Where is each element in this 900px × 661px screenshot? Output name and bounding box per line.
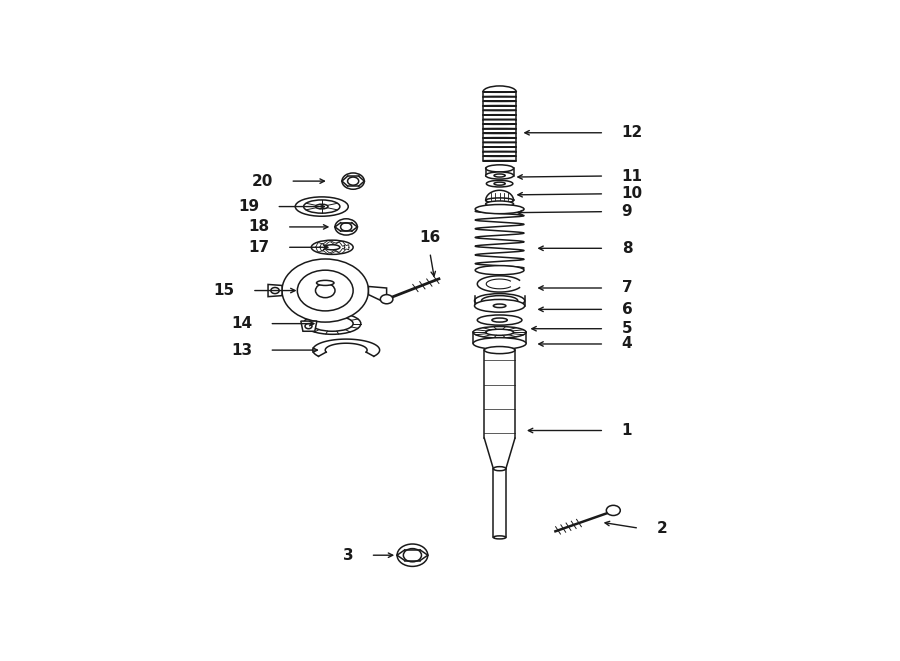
Circle shape — [305, 324, 312, 329]
Circle shape — [297, 270, 353, 311]
Ellipse shape — [493, 304, 506, 307]
Text: 12: 12 — [622, 126, 643, 140]
Text: 7: 7 — [622, 280, 633, 295]
Polygon shape — [268, 284, 282, 297]
Ellipse shape — [492, 318, 508, 322]
Ellipse shape — [477, 315, 522, 325]
Ellipse shape — [295, 197, 348, 216]
Text: 20: 20 — [252, 174, 273, 188]
Text: 18: 18 — [248, 219, 269, 235]
Ellipse shape — [303, 313, 361, 334]
Text: 4: 4 — [622, 336, 633, 352]
Ellipse shape — [493, 467, 506, 471]
Circle shape — [381, 295, 393, 304]
Polygon shape — [368, 286, 387, 303]
Ellipse shape — [475, 204, 524, 214]
Circle shape — [403, 549, 421, 562]
Text: 5: 5 — [622, 321, 633, 336]
Ellipse shape — [486, 329, 514, 335]
Ellipse shape — [475, 266, 524, 275]
Ellipse shape — [486, 198, 514, 203]
Circle shape — [342, 173, 364, 189]
Ellipse shape — [311, 316, 353, 331]
Text: 15: 15 — [213, 283, 235, 298]
Ellipse shape — [303, 200, 340, 214]
Circle shape — [340, 223, 352, 231]
Text: 11: 11 — [622, 169, 643, 184]
Ellipse shape — [494, 182, 505, 185]
Circle shape — [271, 288, 279, 293]
Ellipse shape — [317, 280, 334, 286]
Ellipse shape — [474, 299, 525, 312]
Text: 13: 13 — [231, 342, 252, 358]
Ellipse shape — [493, 536, 506, 539]
Ellipse shape — [486, 201, 514, 207]
Ellipse shape — [473, 327, 526, 338]
Ellipse shape — [311, 240, 353, 254]
Ellipse shape — [494, 174, 505, 177]
Ellipse shape — [474, 293, 525, 308]
Ellipse shape — [482, 295, 517, 306]
Polygon shape — [301, 321, 317, 331]
Circle shape — [316, 284, 335, 297]
Text: 19: 19 — [238, 199, 259, 214]
Ellipse shape — [473, 338, 526, 349]
Circle shape — [397, 544, 427, 566]
Text: 17: 17 — [248, 240, 269, 254]
Circle shape — [607, 505, 620, 516]
Circle shape — [282, 259, 368, 322]
Text: 8: 8 — [622, 241, 633, 256]
Text: 3: 3 — [343, 548, 353, 563]
Circle shape — [335, 219, 357, 235]
Text: 1: 1 — [622, 423, 632, 438]
Ellipse shape — [486, 180, 513, 187]
Ellipse shape — [486, 172, 514, 179]
Ellipse shape — [486, 165, 514, 172]
Text: 6: 6 — [622, 302, 633, 317]
Text: 2: 2 — [657, 521, 667, 535]
Text: 10: 10 — [622, 186, 643, 202]
Ellipse shape — [316, 204, 328, 209]
Ellipse shape — [484, 346, 515, 354]
Ellipse shape — [325, 245, 340, 250]
Circle shape — [347, 177, 359, 185]
Text: 14: 14 — [231, 316, 252, 331]
Text: 16: 16 — [419, 230, 440, 245]
Text: 9: 9 — [622, 204, 633, 219]
